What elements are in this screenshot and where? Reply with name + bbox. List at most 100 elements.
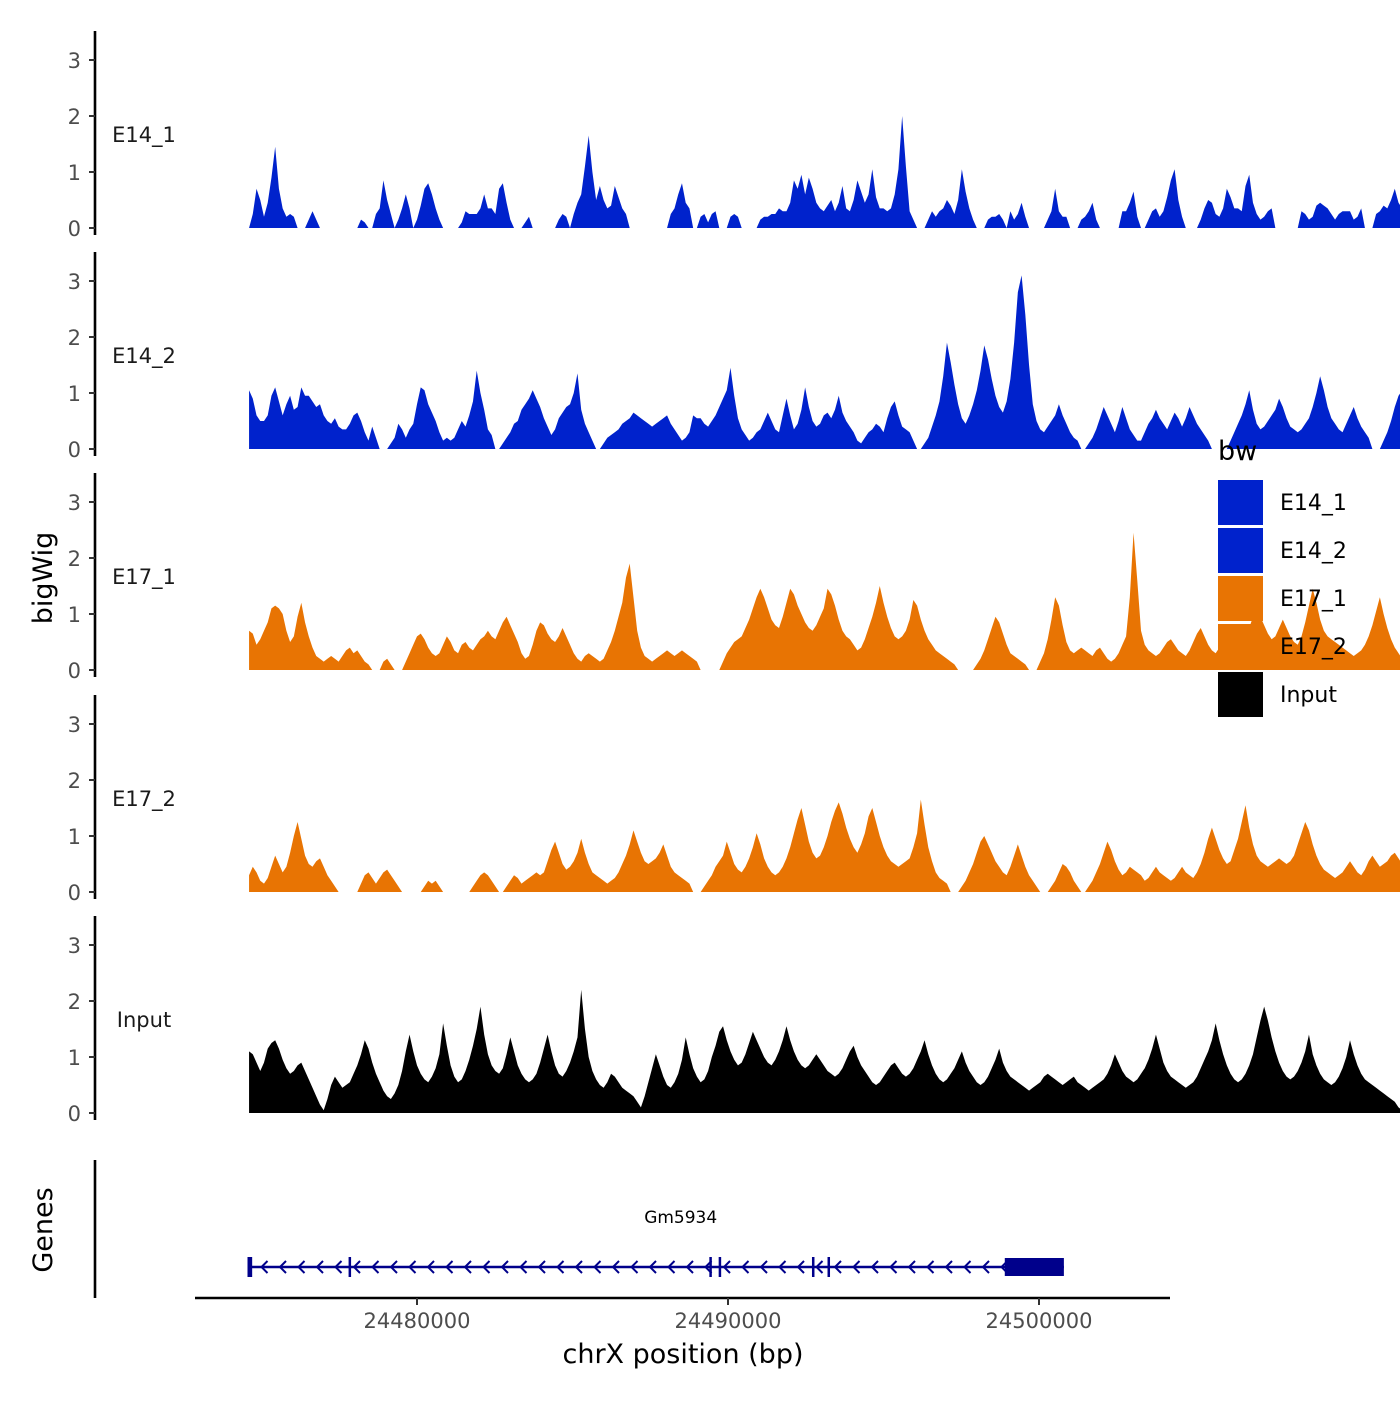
gene-gm5934: Gm5934 xyxy=(247,1208,1064,1277)
x-tick-label: 24490000 xyxy=(675,1309,782,1333)
series-area-e14_2 xyxy=(249,275,1400,449)
y-tick-label: 3 xyxy=(68,713,81,737)
panel-e14_2: 0 1 2 3 E14_2 xyxy=(68,252,1400,462)
strand-arrow-icon xyxy=(926,1260,935,1274)
strand-arrow-icon xyxy=(389,1260,398,1274)
y-tick-label: 1 xyxy=(68,382,81,406)
legend-item-e17_1: E17_1 xyxy=(1218,576,1347,621)
strand-arrow-icon xyxy=(667,1260,676,1274)
gene-exon xyxy=(811,1257,815,1277)
series-area-e17_1 xyxy=(249,532,1400,670)
strand-arrow-icon xyxy=(907,1260,916,1274)
strand-arrow-icon xyxy=(352,1260,361,1274)
y-tick-label: 0 xyxy=(68,659,81,683)
legend-swatch xyxy=(1218,528,1263,573)
series-area-input xyxy=(249,989,1400,1113)
gene-exon xyxy=(827,1257,831,1277)
strand-arrow-icon xyxy=(574,1260,583,1274)
strand-arrow-icon xyxy=(408,1260,417,1274)
strand-arrow-icon xyxy=(944,1260,953,1274)
strand-arrow-icon xyxy=(556,1260,565,1274)
legend-label: E17_2 xyxy=(1280,635,1347,660)
series-area-e14_1 xyxy=(249,116,1400,228)
panel-label-e14_1: E14_1 xyxy=(112,123,176,148)
track-panels: 0 1 2 3 E14_1 0 1 2 3 E14_2 0 1 2 3 E17_1 0 1 2 3 E17_2 0 1 2 3… xyxy=(68,31,1400,1126)
strand-arrow-icon xyxy=(741,1260,750,1274)
series-area-e17_2 xyxy=(249,799,1400,892)
y-tick-label: 2 xyxy=(68,547,81,571)
y-tick-label: 3 xyxy=(68,49,81,73)
gene-label: Gm5934 xyxy=(644,1208,717,1228)
gene-exon xyxy=(348,1257,352,1277)
genes-axis-title: Genes xyxy=(28,1187,59,1272)
strand-arrow-icon xyxy=(260,1260,269,1274)
x-tick-label: 24500000 xyxy=(986,1309,1093,1333)
legend-label: E17_1 xyxy=(1280,587,1347,612)
strand-arrow-icon xyxy=(371,1260,380,1274)
panel-label-e17_1: E17_1 xyxy=(112,565,176,590)
strand-arrow-icon xyxy=(648,1260,657,1274)
y-tick-label: 2 xyxy=(68,105,81,129)
y-tick-label: 2 xyxy=(68,990,81,1014)
y-tick-label: 0 xyxy=(68,881,81,905)
legend-item-e14_1: E14_1 xyxy=(1218,480,1347,525)
strand-arrow-icon xyxy=(537,1260,546,1274)
x-tick-label: 24480000 xyxy=(364,1309,471,1333)
strand-arrow-icon xyxy=(445,1260,454,1274)
panel-label-input: Input xyxy=(117,1008,171,1032)
legend-item-input: Input xyxy=(1218,672,1337,717)
panel-label-e14_2: E14_2 xyxy=(112,344,176,369)
legend-label: E14_1 xyxy=(1280,491,1347,516)
y-tick-label: 3 xyxy=(68,491,81,515)
gene-exon xyxy=(718,1257,722,1277)
strand-arrow-icon xyxy=(334,1260,343,1274)
y-tick-label: 3 xyxy=(68,270,81,294)
strand-arrow-icon xyxy=(852,1260,861,1274)
gene-exon xyxy=(709,1257,712,1277)
legend: bw E14_1 E14_2 E17_1 E17_2 Input xyxy=(1218,436,1347,717)
panel-e17_2: 0 1 2 3 E17_2 xyxy=(68,695,1400,905)
y-tick-label: 1 xyxy=(68,825,81,849)
strand-arrow-icon xyxy=(981,1260,990,1274)
panel-label-e17_2: E17_2 xyxy=(112,787,176,812)
strand-arrow-icon xyxy=(611,1260,620,1274)
strand-arrow-icon xyxy=(297,1260,306,1274)
panel-input: 0 1 2 3 Input xyxy=(68,916,1400,1126)
x-axis: 24480000 24490000 24500000 xyxy=(195,1296,1170,1333)
strand-arrow-icon xyxy=(889,1260,898,1274)
strand-arrow-icon xyxy=(722,1260,731,1274)
strand-arrow-icon xyxy=(463,1260,472,1274)
legend-swatch xyxy=(1218,576,1263,621)
y-tick-label: 2 xyxy=(68,769,81,793)
legend-swatch xyxy=(1218,480,1263,525)
y-tick-label: 1 xyxy=(68,603,81,627)
strand-arrow-icon xyxy=(963,1260,972,1274)
y-tick-label: 0 xyxy=(68,217,81,241)
genes-track: Gm5934 xyxy=(93,1160,1064,1298)
strand-arrow-icon xyxy=(500,1260,509,1274)
strand-arrow-icon xyxy=(593,1260,602,1274)
legend-item-e17_2: E17_2 xyxy=(1218,624,1347,669)
strand-arrow-icon xyxy=(815,1260,824,1274)
strand-arrow-icon xyxy=(630,1260,639,1274)
gene-exon xyxy=(247,1257,253,1277)
strand-arrow-icon xyxy=(519,1260,528,1274)
panel-e14_1: 0 1 2 3 E14_1 xyxy=(68,31,1400,241)
y-tick-label: 2 xyxy=(68,326,81,350)
strand-arrow-icon xyxy=(870,1260,879,1274)
strand-arrow-icon xyxy=(315,1260,324,1274)
legend-item-e14_2: E14_2 xyxy=(1218,528,1347,573)
panel-e17_1: 0 1 2 3 E17_1 xyxy=(68,473,1400,683)
strand-arrow-icon xyxy=(482,1260,491,1274)
legend-swatch xyxy=(1218,672,1263,717)
legend-label: E14_2 xyxy=(1280,539,1347,564)
y-tick-label: 1 xyxy=(68,1046,81,1070)
y-tick-label: 0 xyxy=(68,438,81,462)
strand-arrow-icon xyxy=(796,1260,805,1274)
legend-title: bw xyxy=(1218,436,1257,467)
strand-arrow-icon xyxy=(278,1260,287,1274)
strand-arrow-icon xyxy=(685,1260,694,1274)
strand-arrow-icon xyxy=(778,1260,787,1274)
